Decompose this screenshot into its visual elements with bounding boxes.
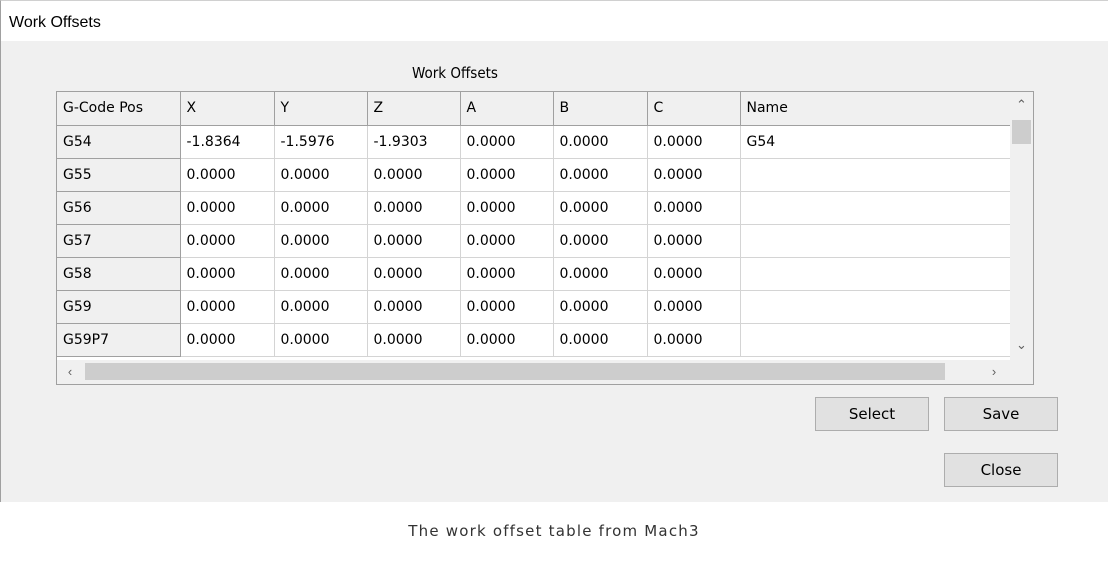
cell-c[interactable]: 0.0000: [647, 323, 741, 357]
table-row: G59P7 0.0000 0.0000 0.0000 0.0000 0.0000…: [57, 323, 1011, 357]
title-bar: Work Offsets: [1, 1, 1108, 41]
select-button[interactable]: Select: [815, 397, 929, 431]
table-row: G58 0.0000 0.0000 0.0000 0.0000 0.0000 0…: [57, 257, 1011, 291]
cell-b[interactable]: 0.0000: [553, 158, 648, 192]
cell-b[interactable]: 0.0000: [553, 224, 648, 258]
cell-b[interactable]: 0.0000: [553, 191, 648, 225]
vertical-scrollbar[interactable]: ⌃ ⌄: [1010, 92, 1033, 360]
cell-x[interactable]: -1.8364: [180, 125, 275, 159]
chevron-down-icon[interactable]: ⌄: [1016, 337, 1027, 352]
cell-y[interactable]: -1.5976: [274, 125, 368, 159]
cell-name[interactable]: [740, 323, 1011, 357]
cell-name[interactable]: [740, 191, 1011, 225]
cell-name[interactable]: [740, 224, 1011, 258]
cell-b[interactable]: 0.0000: [553, 257, 648, 291]
chevron-right-icon[interactable]: ›: [991, 364, 997, 379]
cell-b[interactable]: 0.0000: [553, 323, 648, 357]
panel-caption-label: Work Offsets: [412, 64, 498, 82]
row-header[interactable]: G56: [57, 191, 181, 225]
work-offsets-window: Work Offsets Work Offsets G: [0, 0, 1108, 502]
offsets-grid[interactable]: G-Code Pos X Y Z A B C Name G54 -1.8364: [56, 91, 1034, 385]
row-header[interactable]: G58: [57, 257, 181, 291]
cell-y[interactable]: 0.0000: [274, 224, 368, 258]
cell-x[interactable]: 0.0000: [180, 158, 275, 192]
scrollbar-corner: [1010, 360, 1033, 384]
row-header[interactable]: G59P7: [57, 323, 181, 357]
row-header[interactable]: G59: [57, 290, 181, 324]
column-header-x[interactable]: X: [180, 92, 275, 126]
cell-name[interactable]: [740, 257, 1011, 291]
cell-y[interactable]: 0.0000: [274, 191, 368, 225]
save-button[interactable]: Save: [944, 397, 1058, 431]
cell-a[interactable]: 0.0000: [460, 191, 554, 225]
cell-c[interactable]: 0.0000: [647, 191, 741, 225]
row-header[interactable]: G55: [57, 158, 181, 192]
cell-c[interactable]: 0.0000: [647, 125, 741, 159]
cell-a[interactable]: 0.0000: [460, 323, 554, 357]
cell-x[interactable]: 0.0000: [180, 191, 275, 225]
table-row: G55 0.0000 0.0000 0.0000 0.0000 0.0000 0…: [57, 158, 1011, 192]
cell-y[interactable]: 0.0000: [274, 158, 368, 192]
cell-c[interactable]: 0.0000: [647, 290, 741, 324]
cell-y[interactable]: 0.0000: [274, 290, 368, 324]
table-row: G59 0.0000 0.0000 0.0000 0.0000 0.0000 0…: [57, 290, 1011, 324]
column-header-gcode-pos[interactable]: G-Code Pos: [57, 92, 181, 126]
horizontal-scrollbar[interactable]: ‹ ›: [57, 360, 1033, 384]
chevron-left-icon[interactable]: ‹: [67, 364, 73, 379]
cell-z[interactable]: -1.9303: [367, 125, 461, 159]
column-header-c[interactable]: C: [647, 92, 741, 126]
column-header-y[interactable]: Y: [274, 92, 368, 126]
cell-name[interactable]: [740, 158, 1011, 192]
cell-a[interactable]: 0.0000: [460, 224, 554, 258]
column-header-name[interactable]: Name: [740, 92, 1011, 126]
cell-name[interactable]: [740, 290, 1011, 324]
cell-y[interactable]: 0.0000: [274, 323, 368, 357]
chevron-up-icon[interactable]: ⌃: [1016, 97, 1027, 112]
table-row: G57 0.0000 0.0000 0.0000 0.0000 0.0000 0…: [57, 224, 1011, 258]
cell-c[interactable]: 0.0000: [647, 257, 741, 291]
cell-x[interactable]: 0.0000: [180, 257, 275, 291]
cell-z[interactable]: 0.0000: [367, 224, 461, 258]
panel-caption: Work Offsets: [1, 64, 1108, 82]
cell-z[interactable]: 0.0000: [367, 290, 461, 324]
cell-a[interactable]: 0.0000: [460, 125, 554, 159]
cell-a[interactable]: 0.0000: [460, 257, 554, 291]
cell-name[interactable]: G54: [740, 125, 1011, 159]
cell-c[interactable]: 0.0000: [647, 224, 741, 258]
offsets-table: G-Code Pos X Y Z A B C Name G54 -1.8364: [57, 92, 1011, 357]
row-header[interactable]: G57: [57, 224, 181, 258]
column-header-z[interactable]: Z: [367, 92, 461, 126]
cell-b[interactable]: 0.0000: [553, 125, 648, 159]
cell-z[interactable]: 0.0000: [367, 323, 461, 357]
close-button[interactable]: Close: [944, 453, 1058, 487]
image-caption: The work offset table from Mach3: [408, 522, 700, 540]
cell-x[interactable]: 0.0000: [180, 290, 275, 324]
cell-b[interactable]: 0.0000: [553, 290, 648, 324]
cell-x[interactable]: 0.0000: [180, 323, 275, 357]
header-row: G-Code Pos X Y Z A B C Name: [57, 92, 1011, 126]
cell-a[interactable]: 0.0000: [460, 158, 554, 192]
cell-y[interactable]: 0.0000: [274, 257, 368, 291]
cell-x[interactable]: 0.0000: [180, 224, 275, 258]
window-title: Work Offsets: [9, 14, 101, 31]
row-header[interactable]: G54: [57, 125, 181, 159]
cell-z[interactable]: 0.0000: [367, 191, 461, 225]
table-row: G54 -1.8364 -1.5976 -1.9303 0.0000 0.000…: [57, 125, 1011, 159]
table-row: G56 0.0000 0.0000 0.0000 0.0000 0.0000 0…: [57, 191, 1011, 225]
column-header-b[interactable]: B: [553, 92, 648, 126]
column-header-a[interactable]: A: [460, 92, 554, 126]
cell-c[interactable]: 0.0000: [647, 158, 741, 192]
horizontal-scroll-thumb[interactable]: [85, 363, 945, 380]
cell-a[interactable]: 0.0000: [460, 290, 554, 324]
cell-z[interactable]: 0.0000: [367, 158, 461, 192]
vertical-scroll-thumb[interactable]: [1012, 120, 1031, 144]
cell-z[interactable]: 0.0000: [367, 257, 461, 291]
